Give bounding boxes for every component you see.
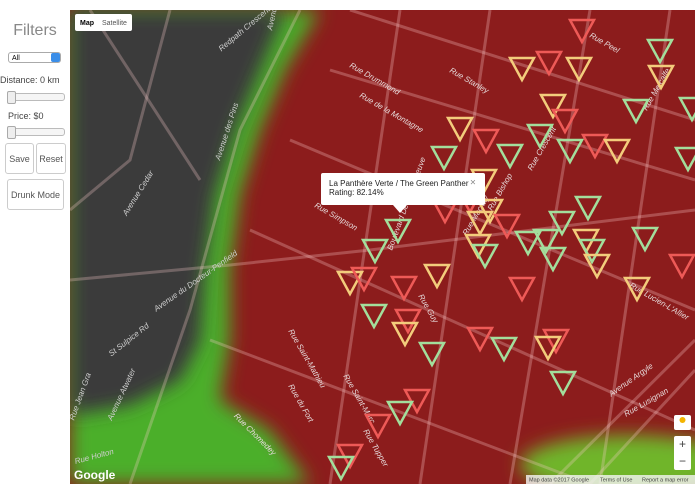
restaurant-marker[interactable]: [646, 64, 676, 91]
restaurant-marker[interactable]: [417, 341, 447, 368]
restaurant-marker[interactable]: [582, 253, 612, 280]
restaurant-marker[interactable]: [383, 218, 413, 245]
report-link[interactable]: Report a map error: [642, 477, 689, 483]
restaurant-marker[interactable]: [667, 253, 695, 280]
restaurant-marker[interactable]: [573, 195, 603, 222]
restaurant-marker[interactable]: [429, 145, 459, 172]
popup-close[interactable]: ×: [470, 178, 476, 189]
restaurant-marker[interactable]: [630, 226, 660, 253]
price-slider[interactable]: [7, 126, 65, 139]
restaurant-marker[interactable]: [492, 213, 522, 240]
save-button[interactable]: Save: [5, 143, 34, 174]
restaurant-marker[interactable]: [622, 276, 652, 303]
restaurant-marker[interactable]: [541, 328, 571, 355]
map-canvas: Redpath Crescent Avenue des Pins Avenue …: [70, 10, 695, 484]
restaurant-marker[interactable]: [538, 246, 568, 273]
popup-pointer: [393, 205, 407, 213]
zoom-control: + −: [674, 415, 691, 470]
restaurant-marker[interactable]: [621, 98, 651, 125]
restaurant-marker[interactable]: [470, 243, 500, 270]
restaurant-marker[interactable]: [548, 370, 578, 397]
select-value: All: [12, 55, 20, 62]
restaurant-marker[interactable]: [567, 18, 597, 45]
restaurant-marker[interactable]: [390, 321, 420, 348]
pegman-icon: [679, 417, 686, 423]
restaurant-marker[interactable]: [385, 400, 415, 427]
restaurant-marker[interactable]: [513, 230, 543, 257]
restaurant-marker[interactable]: [422, 263, 452, 290]
zoom-out[interactable]: −: [679, 454, 686, 468]
restaurant-marker[interactable]: [349, 266, 379, 293]
restaurant-marker[interactable]: [445, 116, 475, 143]
restaurant-marker[interactable]: [507, 56, 537, 83]
footer-bar: [526, 475, 695, 484]
restaurant-marker[interactable]: [677, 96, 695, 123]
restaurant-marker[interactable]: [533, 335, 563, 362]
restaurant-marker[interactable]: [550, 108, 580, 135]
slider-knob: [7, 91, 16, 104]
distance-label: Distance: 0 km: [0, 75, 60, 85]
restaurant-marker[interactable]: [471, 128, 501, 155]
restaurant-marker[interactable]: [465, 210, 495, 237]
slider-knob: [7, 126, 16, 139]
restaurant-marker[interactable]: [525, 123, 555, 150]
control-box: [75, 14, 132, 31]
popup-rating: Rating: 82.14%: [329, 188, 384, 197]
restaurant-marker[interactable]: [538, 93, 568, 120]
google-logo: Google: [74, 468, 116, 482]
restaurant-marker[interactable]: [555, 138, 585, 165]
restaurant-marker[interactable]: [577, 238, 607, 265]
satellite-button[interactable]: Satellite: [102, 20, 127, 27]
map-data: Map data ©2017 Google: [529, 476, 589, 483]
restaurant-marker[interactable]: [465, 326, 495, 353]
popup-title: La Panthère Verte / The Green Panther: [329, 179, 469, 188]
distance-slider[interactable]: [7, 91, 65, 104]
restaurant-marker[interactable]: [645, 38, 675, 65]
restaurant-marker[interactable]: [495, 143, 525, 170]
price-label: Price: $0: [8, 111, 44, 121]
restaurant-marker[interactable]: [602, 138, 632, 165]
terms-link[interactable]: Terms of Use: [600, 477, 632, 483]
sidebar: Filters All Distance: 0 km Price: $0 Sav…: [0, 0, 70, 494]
restaurant-marker[interactable]: [489, 336, 519, 363]
restaurant-marker[interactable]: [393, 308, 423, 335]
restaurant-marker[interactable]: [359, 303, 389, 330]
restaurant-marker[interactable]: [360, 238, 390, 265]
zoom-box: [674, 436, 691, 470]
restaurant-marker[interactable]: [531, 228, 561, 255]
zoom-in[interactable]: +: [679, 437, 686, 451]
map-button[interactable]: Map: [80, 20, 94, 27]
restaurant-marker[interactable]: [389, 275, 419, 302]
select-arrow: [51, 53, 60, 62]
drunk-mode-button[interactable]: Drunk Mode: [7, 179, 64, 210]
restaurant-marker[interactable]: [335, 270, 365, 297]
restaurant-marker[interactable]: [673, 146, 695, 173]
info-window: La Panthère Verte / The Green Panther Ra…: [321, 173, 485, 213]
restaurant-marker[interactable]: [534, 50, 564, 77]
restaurant-marker[interactable]: [363, 413, 393, 440]
map[interactable]: Redpath Crescent Avenue des Pins Avenue …: [70, 10, 695, 484]
category-select[interactable]: All: [8, 52, 61, 63]
restaurant-marker[interactable]: [326, 455, 356, 482]
map-type-control: Map Satellite: [75, 14, 132, 31]
restaurant-marker[interactable]: [547, 210, 577, 237]
popup-box: [321, 173, 485, 205]
heatmap-empty: [70, 10, 285, 415]
restaurant-marker[interactable]: [507, 276, 537, 303]
restaurant-marker[interactable]: [564, 56, 594, 83]
restaurant-marker[interactable]: [580, 133, 610, 160]
reset-button[interactable]: Reset: [36, 143, 66, 174]
filters-title: Filters: [13, 22, 57, 39]
